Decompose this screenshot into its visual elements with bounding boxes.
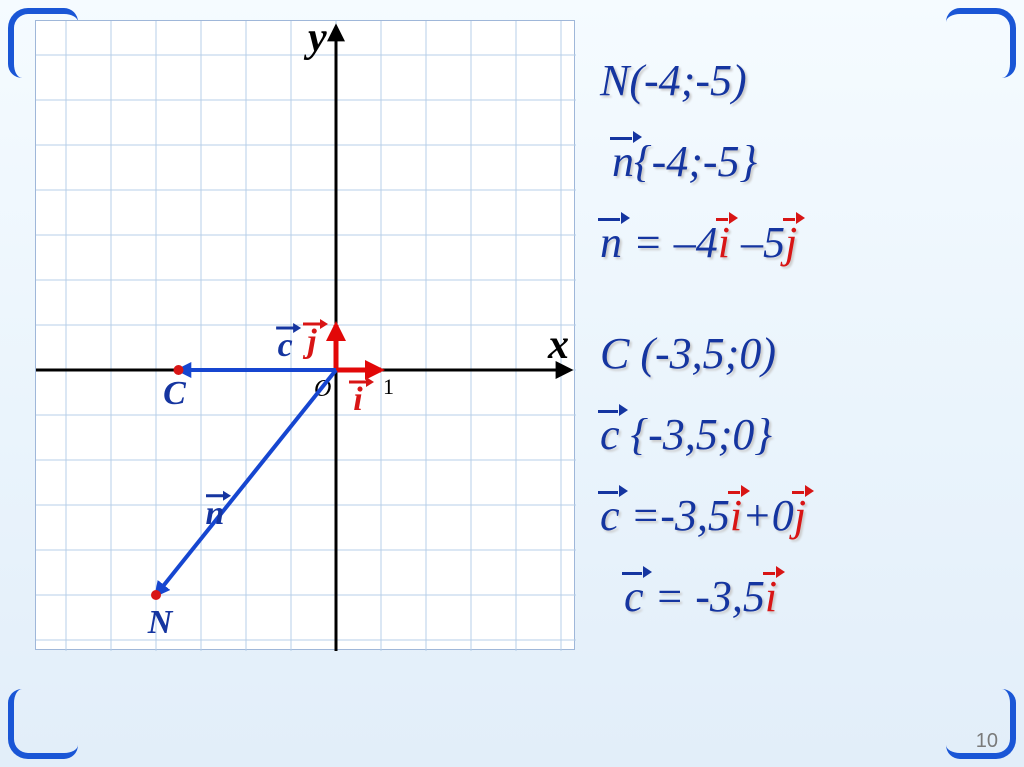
plot-svg: yxO1ijncNC [36, 21, 576, 651]
svg-text:i: i [353, 381, 363, 418]
equation-1: N(-4;-5) [600, 55, 1000, 106]
equations-column: N(-4;-5) n{-4;-5} n = –4i –5j C (-3,5;0) c {… [600, 55, 1000, 652]
svg-text:N: N [147, 604, 174, 641]
equation-2: n{-4;-5} [612, 136, 1000, 187]
svg-text:j: j [302, 323, 317, 360]
equation-3: n = –4i –5j [600, 217, 1000, 268]
svg-text:c: c [278, 327, 293, 364]
svg-text:x: x [547, 322, 569, 368]
equation-5: c {-3,5;0} [600, 409, 1000, 460]
svg-text:n: n [206, 495, 225, 532]
equation-6: c =-3,5i+0j [600, 490, 1000, 541]
frame-corner-bl [8, 689, 78, 759]
equation-7: c = -3,5i [624, 571, 1000, 622]
coordinate-plot: yxO1ijncNC [35, 20, 575, 650]
svg-text:C: C [163, 375, 186, 412]
equation-4: C (-3,5;0) [600, 328, 1000, 379]
page-number: 10 [976, 730, 998, 753]
svg-text:1: 1 [383, 374, 394, 399]
